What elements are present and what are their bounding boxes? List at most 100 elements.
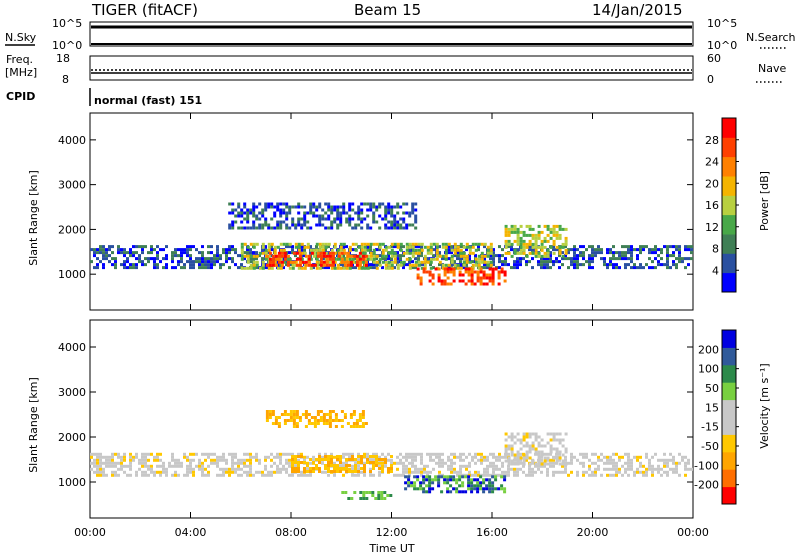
data-cell [369,458,372,462]
data-cell [354,467,357,470]
data-cell [271,254,275,258]
data-cell [277,260,281,264]
data-cell [219,458,222,462]
data-cell [93,464,96,468]
data-cell [294,205,298,209]
data-cell [411,458,414,462]
data-cell [366,242,370,246]
data-cell [96,263,99,267]
data-cell [243,251,246,255]
data-cell [120,251,123,255]
data-cell [519,458,522,462]
data-cell [645,245,648,249]
data-cell [465,245,469,249]
data-cell [357,464,360,468]
data-cell [189,260,192,264]
data-cell [315,242,319,246]
data-cell [153,248,156,252]
data-cell [558,450,562,454]
data-cell [156,470,159,474]
data-cell [564,432,568,436]
data-cell [465,467,468,471]
data-cell [552,461,555,465]
data-cell [222,452,225,456]
data-cell [393,257,397,261]
data-cell [477,266,481,270]
data-cell [414,248,418,252]
scatter-region [416,267,507,286]
data-cell [402,461,405,465]
data-cell [537,435,541,439]
data-cell [295,257,299,261]
data-cell [303,473,306,477]
data-cell [612,254,615,258]
data-cell [288,208,292,212]
data-cell [420,245,423,249]
data-cell [546,254,550,258]
data-cell [387,211,391,215]
data-cell [516,473,519,477]
data-cell [588,245,591,249]
data-cell [267,254,271,258]
data-cell [334,416,338,419]
data-cell [225,458,228,462]
data-cell [555,245,559,249]
data-cell [345,452,348,456]
data-cell [258,458,261,462]
data-cell [240,226,244,230]
data-cell [417,452,420,456]
data-cell [327,208,331,212]
data-cell [479,270,483,274]
data-cell [261,208,265,212]
data-cell [431,273,435,277]
data-cell [555,470,558,474]
data-cell [579,245,582,249]
data-cell [510,227,514,231]
data-cell [111,452,114,456]
data-cell [531,467,534,471]
data-cell [306,211,310,215]
data-cell [351,217,355,221]
data-cell [494,487,498,491]
data-cell [485,273,489,277]
data-cell [144,473,147,477]
data-cell [264,202,268,206]
data-cell [417,260,421,264]
data-cell [534,452,537,456]
data-cell [198,257,201,261]
data-cell [540,254,544,258]
data-cell [357,458,360,462]
data-cell [465,254,469,258]
data-cell [480,461,483,465]
data-cell [449,282,453,286]
data-cell [351,226,355,230]
data-cell [666,470,669,474]
scatter-region [291,455,393,473]
data-cell [437,484,441,488]
data-cell [264,220,268,224]
data-cell [465,464,468,468]
data-cell [450,254,454,258]
data-cell [282,211,286,215]
data-cell [497,273,501,277]
data-cell [282,467,285,471]
data-cell [261,214,265,218]
data-cell [534,245,538,249]
data-cell [252,220,256,224]
data-cell [165,470,168,474]
data-cell [467,487,471,491]
data-cell [327,202,331,206]
data-cell [503,475,507,479]
data-cell [372,217,376,221]
data-cell [479,282,483,286]
data-cell [258,223,262,227]
data-cell [408,242,412,246]
data-cell [99,464,102,468]
data-cell [405,467,408,471]
data-cell [288,257,292,261]
data-cell [240,214,244,218]
data-cell [582,473,585,477]
data-cell [204,458,207,462]
data-cell [234,208,238,212]
data-cell [443,282,447,286]
